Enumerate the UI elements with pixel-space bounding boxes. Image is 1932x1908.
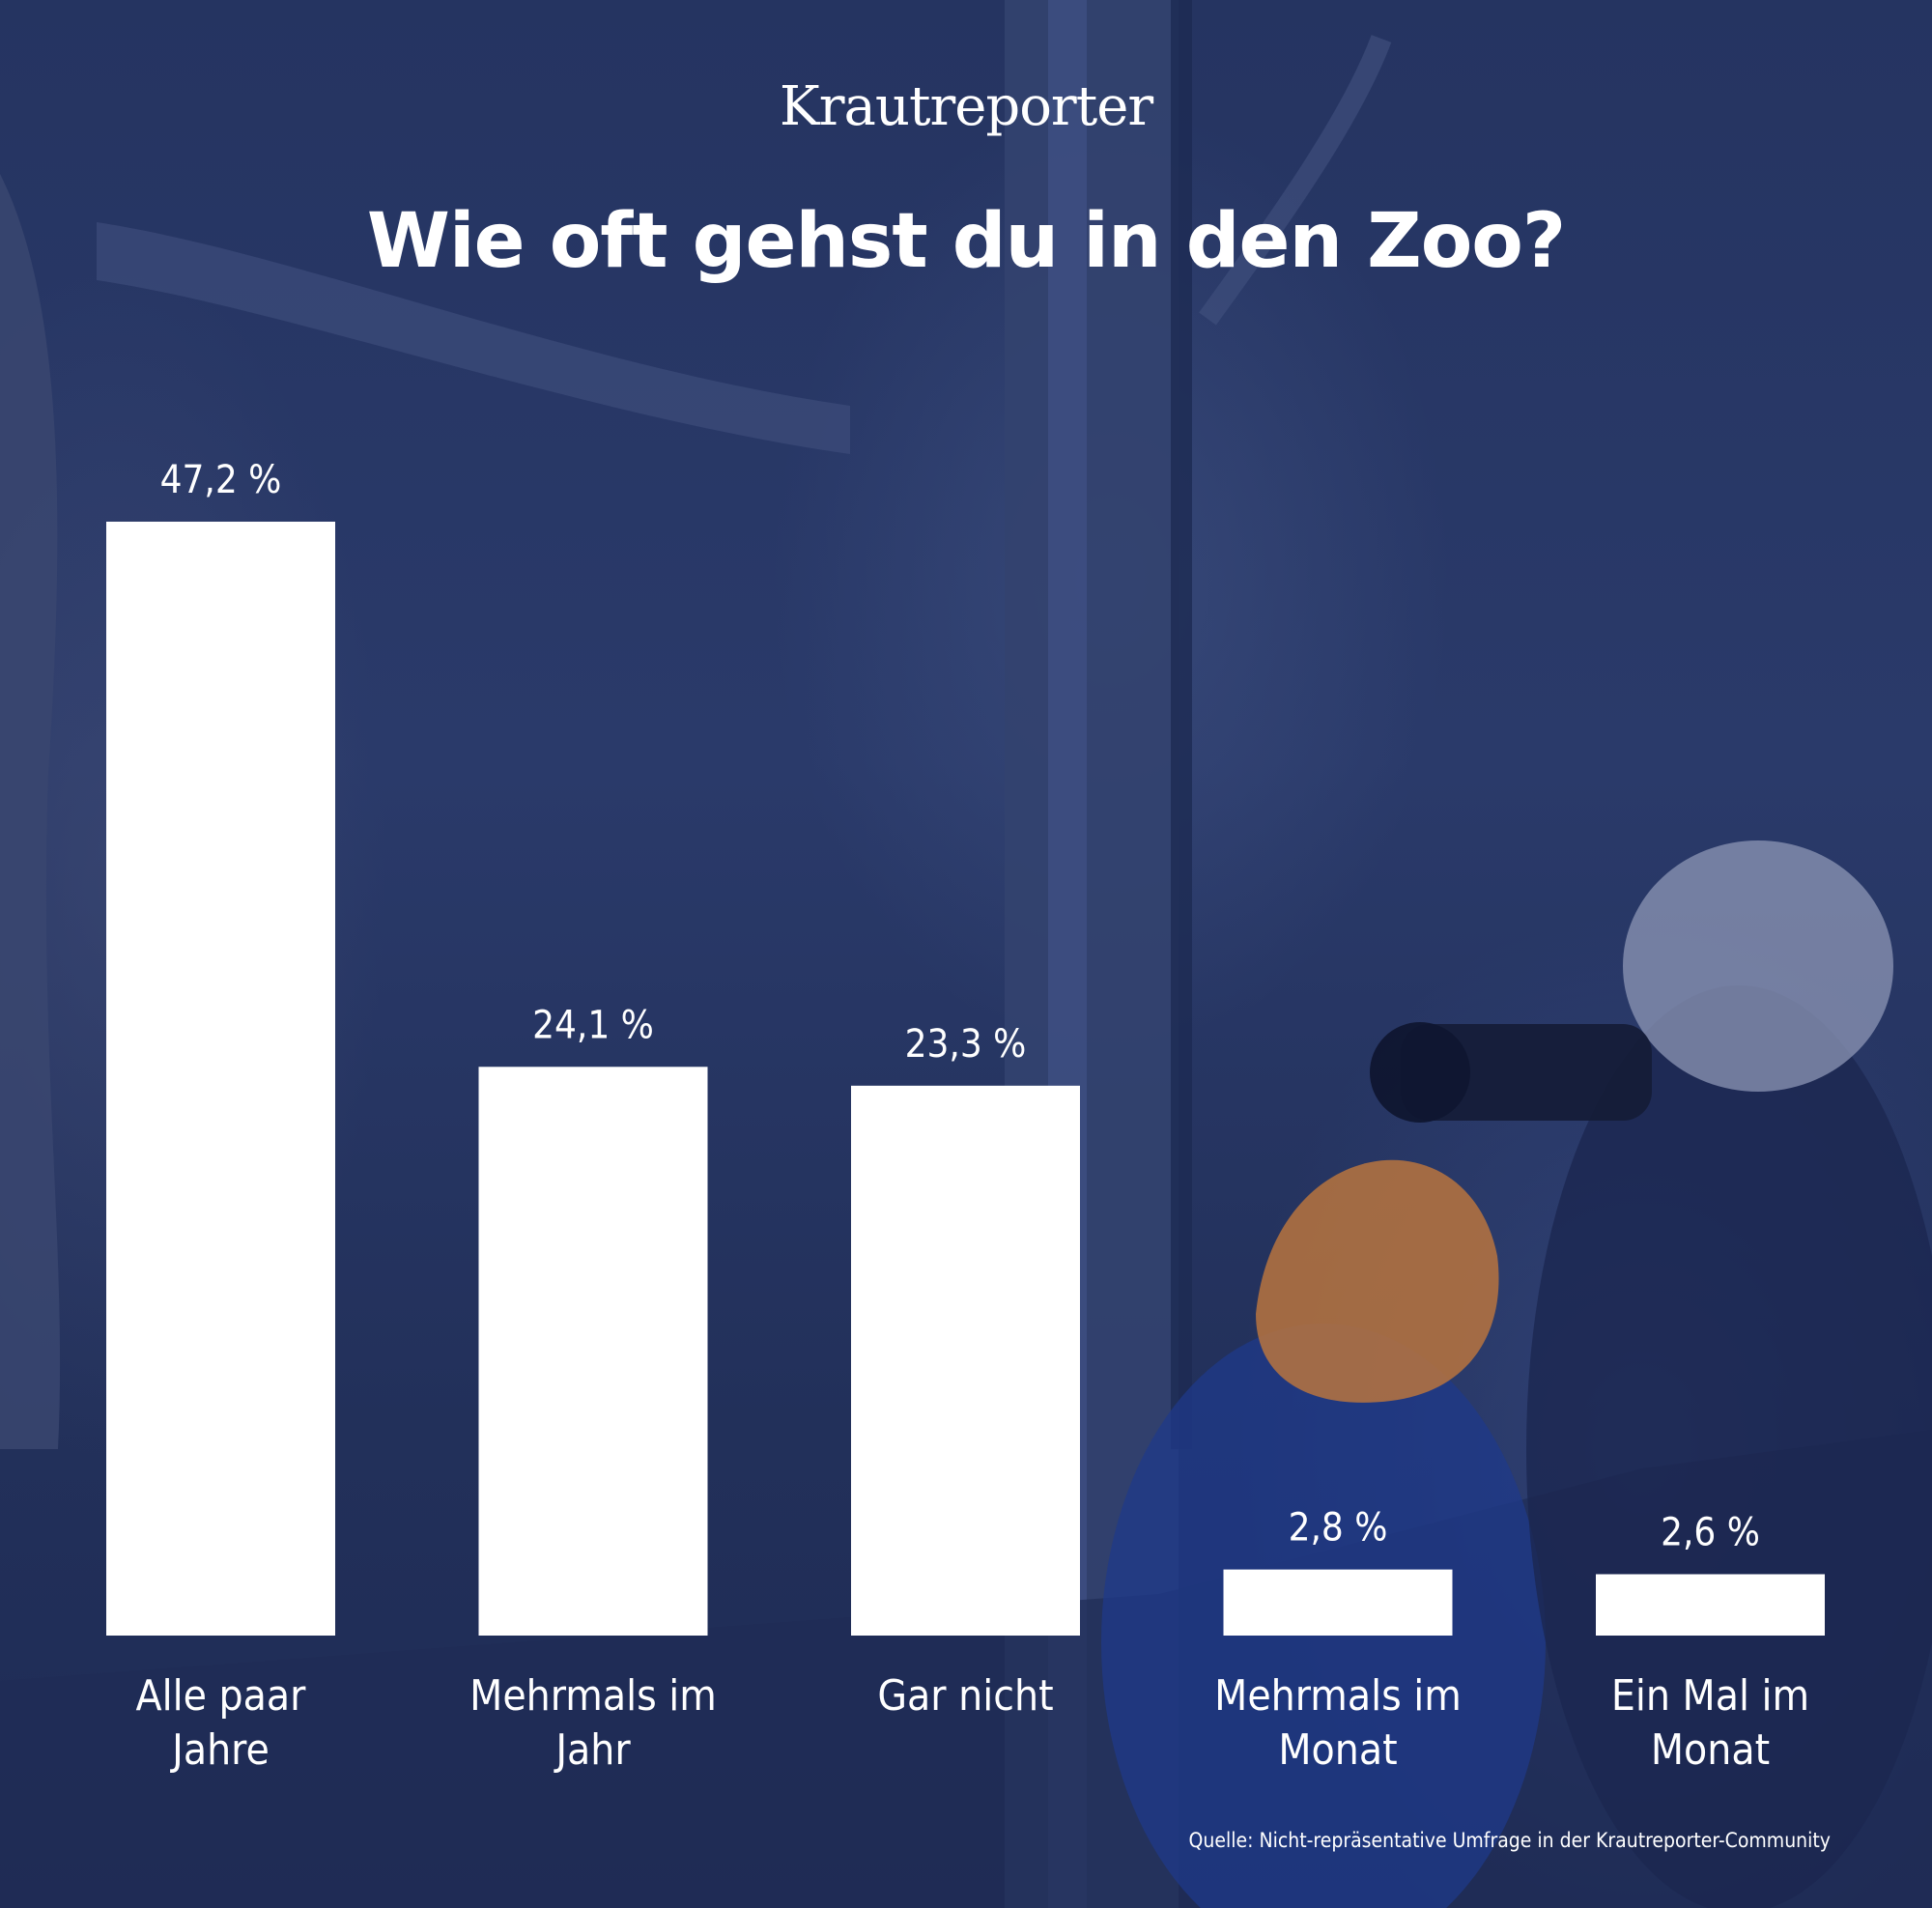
orange-cap <box>1256 1159 1499 1403</box>
category-label-0-line-1: Jahre <box>169 1725 270 1775</box>
category-label-3-line-0: Mehrmals im <box>1214 1671 1462 1721</box>
chart-title: Wie oft gehst du in den Zoo? <box>366 198 1566 285</box>
value-label-0: 47,2 % <box>160 458 282 502</box>
bar-0 <box>106 522 335 1636</box>
brand-logo: Krautreporter <box>779 75 1153 138</box>
camera-lens <box>1370 1022 1470 1123</box>
value-label-4: 2,6 % <box>1661 1510 1760 1554</box>
category-label-3-line-1: Monat <box>1278 1725 1397 1775</box>
bar-4 <box>1596 1574 1825 1636</box>
category-label-0-line-0: Alle paar <box>136 1671 307 1721</box>
branch <box>1199 35 1392 326</box>
bar-2 <box>851 1085 1080 1636</box>
category-label-4-line-1: Monat <box>1651 1725 1770 1775</box>
source-note: Quelle: Nicht-repräsentative Umfrage in … <box>1188 1829 1831 1852</box>
value-label-1: 24,1 % <box>532 1003 654 1047</box>
wooden-beam <box>97 222 850 454</box>
bar-3 <box>1223 1569 1453 1636</box>
category-label-4-line-0: Ein Mal im <box>1611 1671 1809 1721</box>
value-label-2: 23,3 % <box>905 1022 1027 1067</box>
category-label-1-line-0: Mehrmals im <box>469 1671 717 1721</box>
white-hair <box>1623 840 1893 1092</box>
visitor-adult <box>1526 985 1932 1908</box>
category-label-1-line-1: Jahr <box>553 1725 631 1775</box>
bar-1 <box>478 1067 708 1636</box>
category-label-2-line-0: Gar nicht <box>877 1671 1053 1721</box>
window-frame <box>1171 0 1192 1449</box>
tree-trunk <box>0 174 61 1449</box>
value-label-3: 2,8 % <box>1289 1506 1388 1551</box>
